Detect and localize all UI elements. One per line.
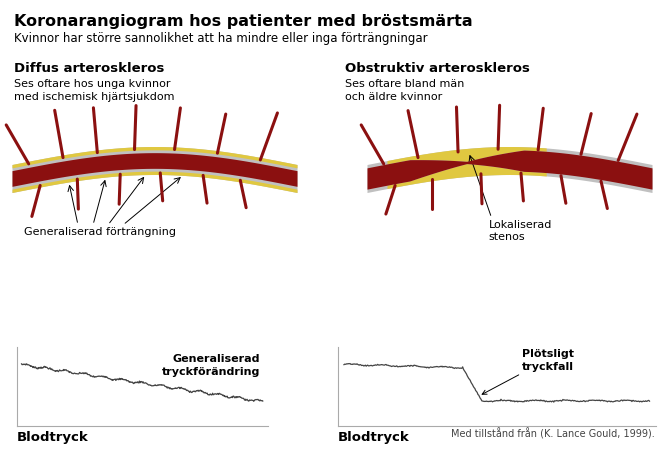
Polygon shape: [13, 147, 298, 193]
Text: Ses oftare hos unga kvinnor
med ischemisk hjärtsjukdom: Ses oftare hos unga kvinnor med ischemis…: [14, 79, 175, 102]
Polygon shape: [387, 147, 547, 165]
Text: Generaliserad
tryckförändring: Generaliserad tryckförändring: [162, 354, 260, 376]
Text: Ses oftare bland män
och äldre kvinnor: Ses oftare bland män och äldre kvinnor: [345, 79, 464, 102]
Polygon shape: [367, 147, 652, 193]
Text: Lokaliserad
stenos: Lokaliserad stenos: [488, 220, 552, 242]
Polygon shape: [387, 165, 547, 189]
Text: Med tillstånd från (K. Lance Gould, 1999).: Med tillstånd från (K. Lance Gould, 1999…: [452, 428, 655, 439]
X-axis label: Blodtryck: Blodtryck: [17, 430, 88, 443]
Text: Obstruktiv arteroskleros: Obstruktiv arteroskleros: [345, 62, 530, 75]
Polygon shape: [367, 151, 652, 190]
Polygon shape: [13, 154, 298, 188]
Polygon shape: [13, 147, 298, 169]
Polygon shape: [13, 172, 298, 193]
Text: Koronarangiogram hos patienter med bröstsmärta: Koronarangiogram hos patienter med bröst…: [14, 14, 472, 29]
Text: Kvinnor har större sannolikhet att ha mindre eller inga förträngningar: Kvinnor har större sannolikhet att ha mi…: [14, 32, 427, 45]
Text: Diffus arteroskleros: Diffus arteroskleros: [14, 62, 165, 75]
X-axis label: Blodtryck: Blodtryck: [338, 430, 409, 443]
Text: Plötsligt
tryckfall: Plötsligt tryckfall: [482, 349, 573, 395]
Text: Generaliserad förträngning: Generaliserad förträngning: [24, 226, 176, 236]
